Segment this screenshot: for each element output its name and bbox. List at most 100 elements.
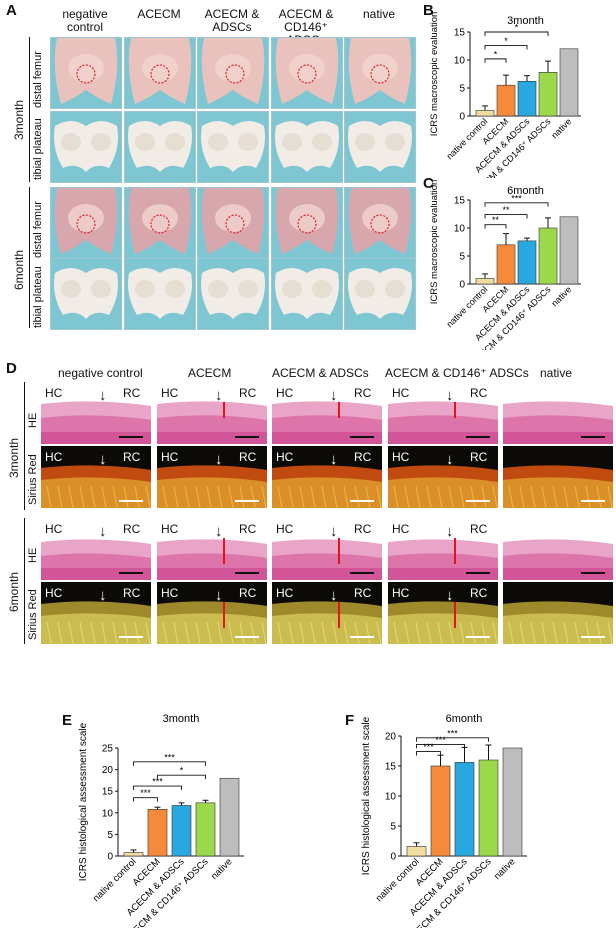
tibia-photo (271, 258, 343, 330)
scale-bar (119, 436, 143, 438)
panel-d-column-header: ACECM & CD146⁺ ADSCs (385, 366, 529, 380)
stain-label: HE (27, 547, 39, 563)
significance-label: *** (447, 728, 458, 738)
sirius-red-image (272, 582, 382, 644)
chart-b: 3month 0 5 10 15 ICRS macroscopic evaluation n… (429, 12, 581, 178)
x-tick-label: native (549, 284, 573, 308)
femur-photo (124, 187, 196, 259)
significance-label: *** (511, 193, 522, 203)
sirius-red-image (503, 446, 613, 508)
rc-label: RC (354, 586, 372, 600)
panel-a-column-header: ACECM (137, 7, 181, 21)
hc-label: HC (392, 586, 410, 600)
bar (538, 227, 558, 285)
arrow-down-icon: ↓ (446, 523, 454, 540)
scale-bar (581, 436, 605, 438)
bar (559, 48, 579, 117)
bar (195, 802, 216, 857)
sirius-red-image (503, 582, 613, 644)
y-tick-label: 10 (454, 56, 466, 67)
arrow-down-icon: ↓ (99, 523, 107, 540)
y-tick-label: 5 (459, 252, 465, 263)
y-axis-label: ICRS histological assessment scale (361, 716, 372, 875)
rc-label: RC (470, 586, 488, 600)
y-tick-label: 15 (454, 196, 466, 207)
group-label-6month: 6month (7, 571, 21, 612)
rc-label: RC (123, 522, 141, 536)
arrow-down-icon: ↓ (215, 523, 223, 540)
red-arrow-icon (454, 602, 456, 628)
significance-bracket (484, 44, 528, 50)
arrow-down-icon: ↓ (215, 587, 223, 604)
hc-label: HC (276, 522, 294, 536)
sirius-red-image (157, 446, 267, 508)
group-label-3month: 3month (12, 99, 26, 140)
y-tick-label: 5 (390, 822, 396, 833)
panel-label-f: F (345, 712, 355, 729)
scale-bar (350, 500, 374, 502)
arrow-down-icon: ↓ (99, 387, 107, 404)
y-tick-label: 15 (454, 28, 466, 39)
bar (475, 110, 495, 117)
group-separator (29, 37, 30, 182)
y-tick-label: 10 (102, 808, 114, 819)
panel-a-row-label: distal femur (32, 51, 44, 108)
chart-title: 6month (507, 185, 544, 197)
y-tick-label: 0 (459, 280, 465, 291)
bar (559, 216, 579, 285)
bar (478, 759, 499, 857)
stain-label: Sirius Red (27, 589, 39, 640)
significance-bracket (484, 214, 528, 219)
rc-label: RC (123, 586, 141, 600)
red-arrow-icon (454, 538, 456, 564)
he-stain-image (503, 382, 613, 444)
significance-bracket (484, 224, 507, 229)
stain-label: HE (27, 412, 39, 428)
panel-a-column-header: native (362, 7, 396, 21)
rc-label: RC (123, 386, 141, 400)
y-tick-label: 0 (390, 852, 396, 863)
bar (406, 846, 427, 857)
scale-bar (466, 572, 490, 574)
panel-a-row-label: tibial plateau (32, 266, 44, 328)
chart-e: 3month 0 5 10 15 20 25 ICRS histological assess… (78, 713, 244, 928)
bar (123, 852, 144, 857)
panel-a-column-header: negative control (62, 7, 108, 34)
bar (219, 777, 240, 857)
scale-bar (581, 636, 605, 638)
red-arrow-icon (223, 538, 225, 564)
group-separator (24, 382, 25, 510)
hc-label: HC (161, 586, 179, 600)
panel-a-row-label: distal femur (32, 201, 44, 258)
sirius-red-image (41, 446, 151, 508)
bar (496, 84, 516, 117)
scale-bar (235, 636, 259, 638)
hc-label: HC (161, 386, 179, 400)
femur-photo (344, 187, 416, 259)
panel-label-c: C (423, 175, 434, 192)
significance-bracket (133, 797, 158, 802)
y-axis-label: ICRS macroscopic evaluation (429, 12, 440, 137)
panel-a-row-label: tibial plateau (32, 118, 44, 180)
red-arrow-icon (338, 402, 340, 418)
y-tick-label: 15 (102, 787, 114, 798)
x-tick-label: native (209, 856, 235, 882)
hc-label: HC (45, 522, 63, 536)
panel-d-column-header: ACECM & ADSCs (272, 366, 369, 380)
femur-photo (271, 37, 343, 109)
y-tick-label: 10 (454, 224, 466, 235)
hc-label: HC (276, 386, 294, 400)
hc-label: HC (392, 450, 410, 464)
scale-bar (466, 436, 490, 438)
scale-bar (466, 500, 490, 502)
bar (475, 278, 495, 285)
bar (496, 244, 516, 285)
arrow-down-icon: ↓ (99, 451, 107, 468)
significance-label: *** (423, 742, 434, 752)
panel-d-column-header: negative control (58, 366, 143, 380)
rc-label: RC (470, 450, 488, 464)
he-stain-image (41, 518, 151, 580)
hc-label: HC (161, 450, 179, 464)
bar (171, 805, 192, 857)
group-separator (29, 187, 30, 328)
